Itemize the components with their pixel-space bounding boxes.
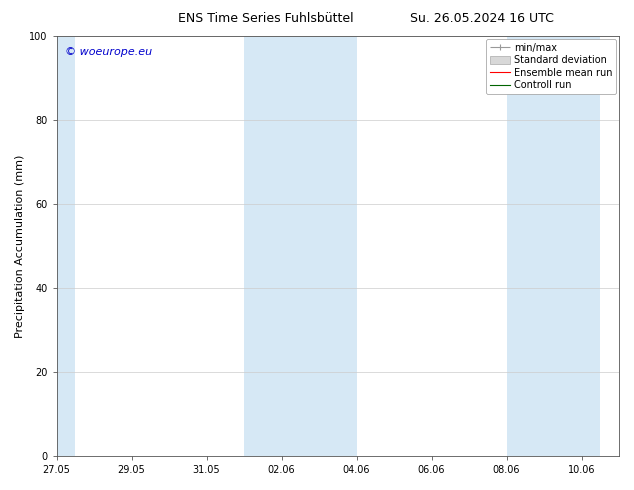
- Text: © woeurope.eu: © woeurope.eu: [65, 47, 152, 57]
- Legend: min/max, Standard deviation, Ensemble mean run, Controll run: min/max, Standard deviation, Ensemble me…: [486, 39, 616, 94]
- Bar: [507, 36, 600, 456]
- Y-axis label: Precipitation Accumulation (mm): Precipitation Accumulation (mm): [15, 154, 25, 338]
- Bar: [56, 36, 75, 456]
- Text: ENS Time Series Fuhlsbüttel: ENS Time Series Fuhlsbüttel: [178, 12, 354, 25]
- Bar: [244, 36, 356, 456]
- Text: Su. 26.05.2024 16 UTC: Su. 26.05.2024 16 UTC: [410, 12, 553, 25]
